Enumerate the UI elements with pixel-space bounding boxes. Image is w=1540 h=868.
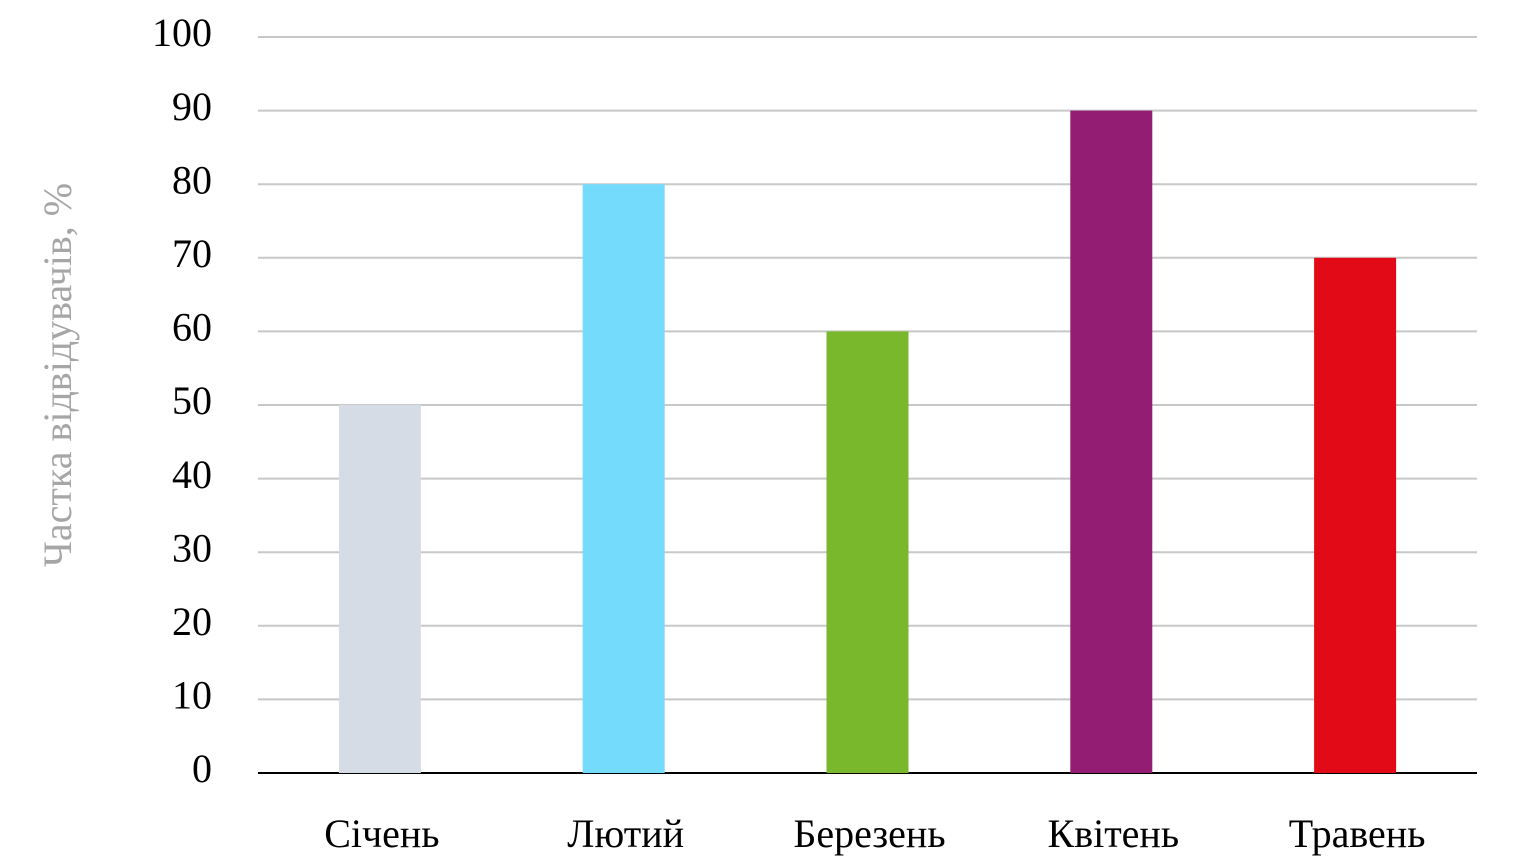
- y-tick-label: 80: [172, 157, 212, 202]
- bar: [1314, 257, 1397, 773]
- bar: [582, 184, 665, 773]
- x-tick-label: Лютий: [567, 811, 684, 856]
- x-tick-label: Січень: [324, 811, 439, 856]
- y-tick-label: 40: [172, 452, 212, 497]
- bar: [1070, 110, 1153, 774]
- x-tick-label: Квітень: [1048, 811, 1180, 856]
- bar: [338, 405, 421, 773]
- y-tick-label: 90: [172, 84, 212, 129]
- y-tick-label: 20: [172, 599, 212, 644]
- y-tick-label: 10: [172, 673, 212, 718]
- y-tick-label: 60: [172, 305, 212, 350]
- bar: [826, 331, 909, 773]
- x-tick-label: Березень: [793, 811, 945, 856]
- y-tick-label: 30: [172, 525, 212, 570]
- y-axis-label: Частка відвідувачів, %: [35, 183, 80, 567]
- x-tick-label: Травень: [1289, 811, 1426, 856]
- y-tick-label: 50: [172, 378, 212, 423]
- y-tick-label: 0: [192, 746, 212, 791]
- y-tick-label: 70: [172, 231, 212, 276]
- y-tick-label: 100: [152, 10, 212, 55]
